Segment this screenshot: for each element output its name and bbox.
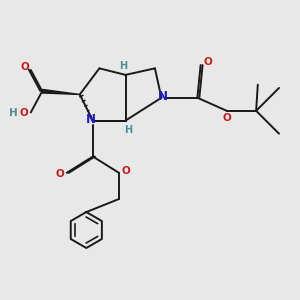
- Text: O: O: [55, 169, 64, 179]
- Polygon shape: [42, 89, 80, 94]
- Text: H: H: [124, 125, 132, 135]
- Text: H: H: [9, 108, 18, 118]
- Text: O: O: [20, 62, 29, 72]
- Text: O: O: [19, 108, 28, 118]
- Text: O: O: [122, 166, 130, 176]
- Text: O: O: [223, 113, 232, 123]
- Text: O: O: [203, 58, 212, 68]
- Text: N: N: [86, 113, 96, 126]
- Text: H: H: [119, 61, 127, 71]
- Text: N: N: [158, 90, 168, 103]
